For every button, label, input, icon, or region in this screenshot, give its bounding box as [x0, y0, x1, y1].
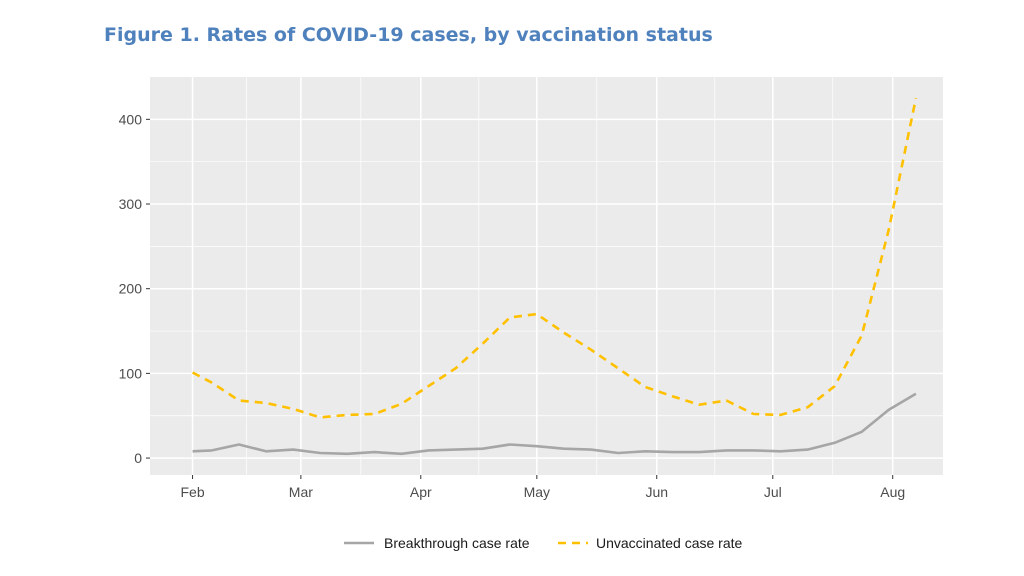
legend: Breakthrough case rate Unvaccinated case … [344, 535, 743, 551]
y-tick-label: 100 [119, 365, 143, 381]
y-axis: 0 100 200 300 400 [119, 111, 150, 466]
x-tick-label: Mar [289, 484, 313, 500]
series-line-unvaccinated [191, 97, 918, 419]
y-tick-label: 0 [134, 450, 142, 466]
y-tick-label: 400 [119, 111, 143, 127]
chart-title: Figure 1. Rates of COVID-19 cases, by va… [104, 24, 713, 46]
x-tick-label: Jun [645, 484, 668, 500]
x-tick-label: Aug [880, 484, 905, 500]
minor-gridlines [150, 77, 943, 475]
x-tick-label: Jul [764, 484, 782, 500]
y-tick-label: 300 [119, 196, 143, 212]
major-gridlines [150, 77, 943, 475]
x-axis: Feb Mar Apr May Jun Jul Aug [180, 475, 905, 500]
series-line-breakthrough [192, 392, 917, 456]
x-tick-label: Apr [410, 484, 432, 500]
legend-label: Unvaccinated case rate [596, 535, 743, 551]
x-tick-label: May [524, 484, 550, 500]
legend-label: Breakthrough case rate [384, 535, 530, 551]
x-tick-label: Feb [180, 484, 204, 500]
series-layer [191, 97, 918, 456]
plot-panel [150, 77, 943, 475]
y-tick-label: 200 [119, 281, 143, 297]
